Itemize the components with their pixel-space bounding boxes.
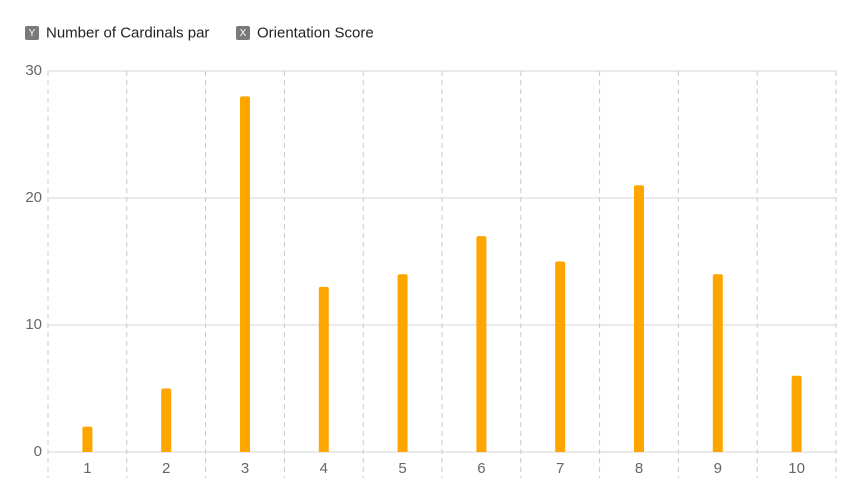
bar — [791, 375, 802, 452]
bar — [555, 261, 566, 452]
x-axis-label: Orientation Score — [257, 24, 374, 41]
x-tick-label: 7 — [556, 460, 564, 477]
y-tick-label: 30 — [25, 62, 42, 79]
x-tick-label: 1 — [83, 460, 91, 477]
bar — [712, 274, 723, 452]
y-badge-box — [25, 26, 39, 40]
x-tick-label: 10 — [788, 460, 805, 477]
x-tick-label: 6 — [477, 460, 485, 477]
bar — [161, 388, 172, 452]
y-tick-label: 10 — [25, 316, 42, 333]
x-badge: X — [240, 28, 247, 39]
x-tick-label: 9 — [714, 460, 722, 477]
bar — [82, 426, 93, 452]
y-badge: Y — [29, 28, 36, 39]
x-tick-label: 2 — [162, 460, 170, 477]
y-tick-label: 0 — [34, 443, 42, 460]
x-tick-label: 8 — [635, 460, 643, 477]
x-tick-label: 4 — [320, 460, 328, 477]
y-axis-label: Number of Cardinals par — [46, 24, 209, 41]
bar — [397, 274, 408, 452]
x-tick-label: 5 — [398, 460, 406, 477]
y-tick-label: 20 — [25, 189, 42, 206]
bar — [240, 96, 250, 453]
bar — [634, 185, 644, 453]
bar — [318, 286, 329, 452]
bar — [476, 236, 487, 452]
x-tick-label: 3 — [241, 460, 249, 477]
x-badge-box — [236, 26, 250, 40]
